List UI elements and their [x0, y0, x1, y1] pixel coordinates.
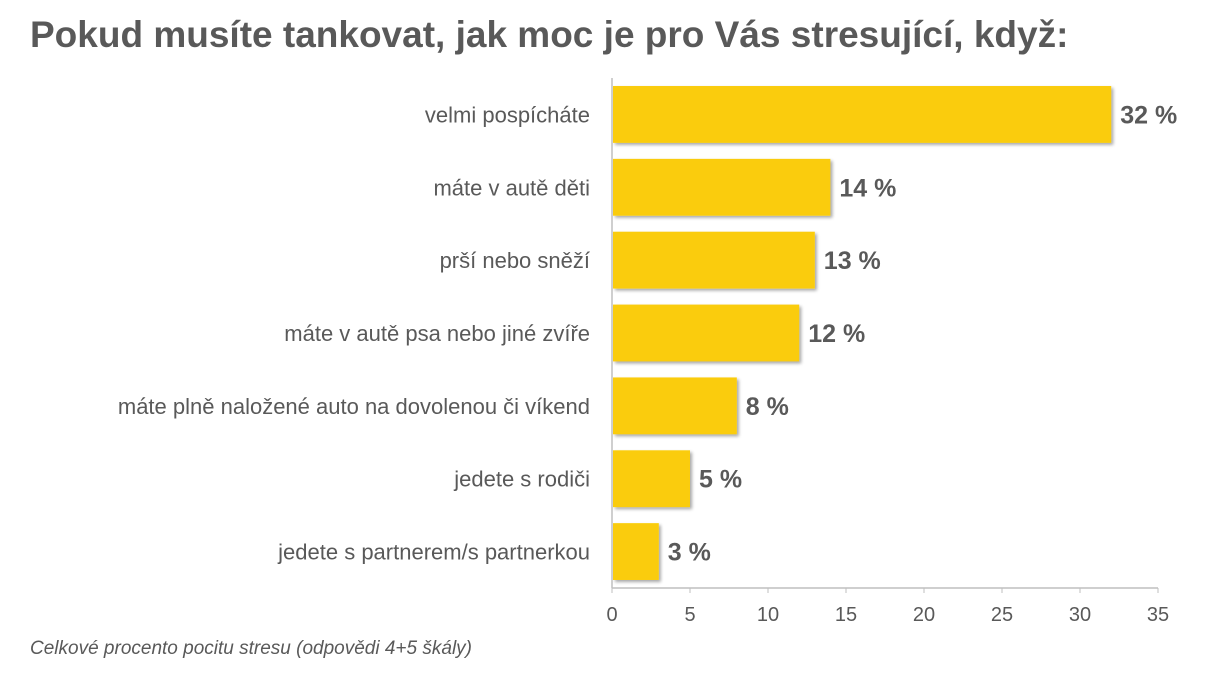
x-tick-label-0: 0	[606, 604, 617, 626]
bar-4	[613, 377, 737, 435]
bar-6	[613, 523, 659, 580]
axes: 0 5 10 15 20 25 30 35	[606, 78, 1169, 626]
x-tick-label-1: 5	[684, 604, 695, 626]
x-tick-label-4: 20	[913, 604, 935, 626]
category-label-1: máte v autě děti	[433, 175, 590, 200]
bar-5	[613, 450, 690, 508]
value-label-4: 8 %	[746, 393, 789, 421]
bars-layer	[613, 86, 1112, 580]
value-label-2: 13 %	[824, 247, 881, 275]
category-labels: velmi pospícháte máte v autě děti prší neb…	[118, 102, 590, 564]
category-label-4: máte plně naložené auto na dovolenou či …	[118, 394, 590, 419]
category-label-0: velmi pospícháte	[425, 102, 590, 127]
category-label-3: máte v autě psa nebo jiné zvíře	[284, 321, 590, 346]
x-tick-label-3: 15	[835, 604, 857, 626]
x-tick-label-6: 30	[1069, 604, 1091, 626]
bar-2	[613, 231, 815, 289]
value-label-6: 3 %	[668, 539, 711, 567]
category-label-5: jedete s rodiči	[453, 467, 590, 492]
x-tick-label-2: 10	[757, 604, 779, 626]
value-label-1: 14 %	[839, 174, 896, 202]
category-label-2: prší nebo sněží	[440, 248, 590, 273]
bar-1	[613, 158, 831, 216]
value-label-5: 5 %	[699, 466, 742, 494]
value-label-0: 32 %	[1120, 101, 1177, 129]
chart-footnote: Celkové procento pocitu stresu (odpovědi…	[30, 638, 472, 659]
category-label-6: jedete s partnerem/s partnerkou	[277, 540, 590, 565]
x-tick-label-5: 25	[991, 604, 1013, 626]
value-label-3: 12 %	[808, 320, 865, 348]
bar-0	[613, 86, 1112, 143]
x-tick-label-7: 35	[1147, 604, 1169, 626]
bar-3	[613, 304, 800, 362]
chart-title: Pokud musíte tankovat, jak moc je pro Vá…	[30, 14, 1069, 55]
value-labels: 32 % 14 % 13 % 12 % 8 % 5 % 3 %	[668, 101, 1177, 566]
